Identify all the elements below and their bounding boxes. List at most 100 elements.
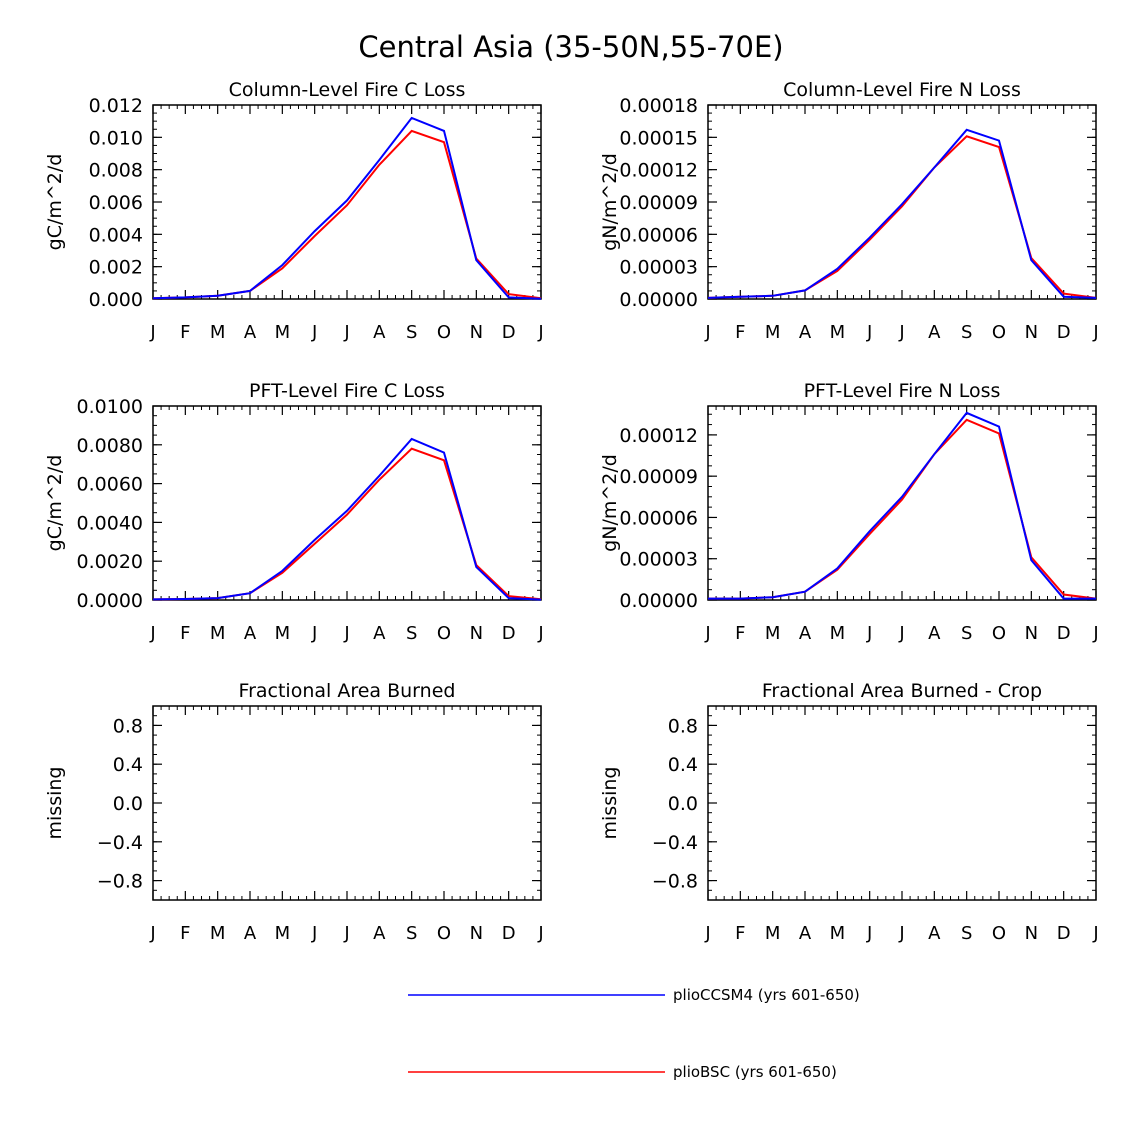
series-line xyxy=(152,447,542,601)
y-tick-label: 0.004 xyxy=(89,224,143,246)
y-tick-label: 0.8 xyxy=(668,715,698,737)
x-tick-label: J xyxy=(311,322,317,343)
panel-title: PFT-Level Fire C Loss xyxy=(249,380,445,402)
series-line xyxy=(708,418,1097,600)
series-line xyxy=(152,116,542,300)
y-axis-label: missing xyxy=(44,767,66,840)
x-tick-label: D xyxy=(502,623,516,644)
x-tick-label: S xyxy=(406,623,417,644)
panel-title: PFT-Level Fire N Loss xyxy=(804,380,1001,402)
x-tick-label: A xyxy=(244,923,257,944)
y-tick-label: −0.4 xyxy=(652,832,698,854)
y-tick-label: 0.0000 xyxy=(77,590,143,612)
x-tick-label: S xyxy=(961,923,972,944)
x-tick-label: J xyxy=(311,623,317,644)
x-tick-label: A xyxy=(373,623,386,644)
x-tick-label: J xyxy=(704,923,710,944)
x-tick-label: O xyxy=(437,923,451,944)
x-tick-label: M xyxy=(210,322,226,343)
x-tick-label: O xyxy=(992,322,1006,343)
x-tick-label: J xyxy=(866,923,872,944)
x-tick-label: N xyxy=(470,322,483,343)
plot-frame xyxy=(707,405,1097,601)
x-tick-label: A xyxy=(928,623,941,644)
y-tick-label: 0.0080 xyxy=(77,435,143,457)
x-tick-label: J xyxy=(149,923,155,944)
x-tick-label: J xyxy=(704,623,710,644)
x-tick-label: M xyxy=(765,623,781,644)
y-tick-label: 0.00000 xyxy=(619,289,698,311)
x-tick-label: M xyxy=(210,623,226,644)
x-tick-label: A xyxy=(244,322,257,343)
y-tick-label: 0.0020 xyxy=(77,551,143,573)
x-tick-label: M xyxy=(830,923,846,944)
x-tick-label: O xyxy=(437,623,451,644)
y-tick-label: 0.00018 xyxy=(619,95,698,117)
plot-frame xyxy=(707,705,1097,901)
series-line xyxy=(708,411,1096,600)
legend-label-ccsm4: plioCCSM4 (yrs 601-650) xyxy=(673,986,860,1004)
y-axis-label: gC/m^2/d xyxy=(44,455,66,552)
x-tick-label: M xyxy=(830,623,846,644)
x-tick-label: M xyxy=(275,623,291,644)
plot-frame xyxy=(152,104,542,300)
x-tick-label: A xyxy=(373,923,386,944)
y-tick-label: 0.00015 xyxy=(619,127,698,149)
series-line xyxy=(152,437,542,601)
y-tick-label: 0.00003 xyxy=(619,549,698,571)
y-tick-label: 0.0040 xyxy=(77,512,143,534)
x-tick-label: M xyxy=(210,923,226,944)
y-tick-label: 0.012 xyxy=(89,95,143,117)
y-axis-label: gN/m^2/d xyxy=(599,153,621,251)
x-tick-label: O xyxy=(992,623,1006,644)
x-tick-label: D xyxy=(502,923,516,944)
x-tick-label: J xyxy=(704,322,710,343)
y-tick-label: 0.00006 xyxy=(619,507,698,529)
y-tick-label: 0.000 xyxy=(89,289,143,311)
x-tick-label: S xyxy=(406,923,417,944)
x-tick-label: O xyxy=(992,923,1006,944)
page-title: Central Asia (35-50N,55-70E) xyxy=(358,30,783,64)
y-tick-label: 0.00012 xyxy=(619,425,698,447)
x-tick-label: J xyxy=(898,322,904,343)
x-tick-label: J xyxy=(343,322,349,343)
x-tick-label: A xyxy=(373,322,386,343)
y-tick-label: 0.0 xyxy=(668,793,698,815)
panel-title: Column-Level Fire C Loss xyxy=(229,79,466,101)
panel-title: Fractional Area Burned - Crop xyxy=(762,680,1042,702)
panel-title: Column-Level Fire N Loss xyxy=(783,79,1021,101)
x-tick-label: M xyxy=(765,322,781,343)
x-tick-label: F xyxy=(180,923,190,944)
y-tick-label: 0.00012 xyxy=(619,160,698,182)
x-tick-label: D xyxy=(1057,923,1071,944)
y-tick-label: 0.002 xyxy=(89,257,143,279)
x-tick-label: A xyxy=(928,923,941,944)
x-tick-label: J xyxy=(866,623,872,644)
x-tick-label: N xyxy=(1025,322,1038,343)
x-tick-label: A xyxy=(244,623,257,644)
y-tick-label: 0.00009 xyxy=(619,192,698,214)
y-tick-label: 0.00006 xyxy=(619,224,698,246)
x-tick-label: F xyxy=(180,623,190,644)
y-tick-label: 0.4 xyxy=(668,754,698,776)
series-line xyxy=(707,128,1097,299)
x-tick-label: J xyxy=(1092,322,1098,343)
legend: plioCCSM4 (yrs 601-650) plioBSC (yrs 601… xyxy=(408,986,860,1081)
series-line xyxy=(707,135,1097,299)
x-tick-label: J xyxy=(537,623,543,644)
x-tick-label: A xyxy=(799,923,812,944)
x-tick-label: N xyxy=(470,923,483,944)
y-tick-label: 0.010 xyxy=(89,127,143,149)
x-tick-label: J xyxy=(343,923,349,944)
x-tick-label: J xyxy=(149,322,155,343)
x-tick-label: O xyxy=(437,322,451,343)
y-axis-label: gC/m^2/d xyxy=(44,154,66,251)
x-tick-label: J xyxy=(898,623,904,644)
x-tick-label: J xyxy=(149,623,155,644)
